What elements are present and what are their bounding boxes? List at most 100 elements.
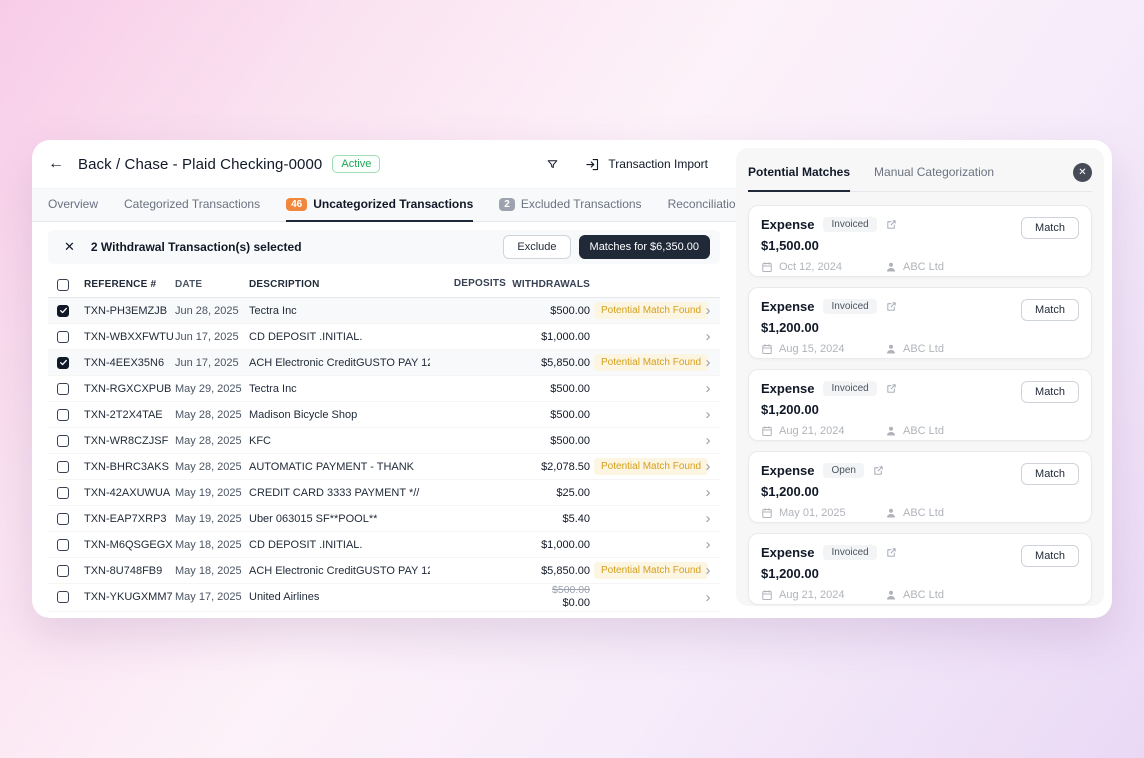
chevron-right-icon[interactable]: › [705, 328, 711, 345]
row-checkbox[interactable] [57, 460, 69, 473]
chevron-right-icon[interactable]: › [705, 380, 711, 397]
table-row[interactable]: TXN-YKUGXMM7 May 17, 2025 United Airline… [48, 584, 720, 612]
external-link-icon[interactable] [886, 301, 897, 312]
table-row[interactable]: TXN-PH3EMZJB Jun 28, 2025 Tectra Inc $50… [48, 298, 720, 324]
external-link-icon[interactable] [886, 547, 897, 558]
column-header-description: DESCRIPTION [249, 279, 320, 290]
transaction-description: KFC [249, 434, 271, 447]
transaction-date: May 18, 2025 [175, 538, 242, 551]
chevron-right-icon[interactable]: › [705, 562, 711, 579]
filter-icon[interactable] [546, 158, 559, 171]
table-row[interactable]: TXN-42AXUWUA May 19, 2025 CREDIT CARD 33… [48, 480, 720, 506]
calendar-icon [762, 426, 772, 436]
chevron-right-icon[interactable]: › [705, 536, 711, 553]
tab-label: Overview [48, 197, 99, 211]
external-link-icon[interactable] [886, 383, 897, 394]
chevron-right-icon[interactable]: › [705, 432, 711, 449]
sidebar-tab-label: Potential Matches [748, 164, 851, 179]
match-button[interactable]: Match [1021, 217, 1079, 239]
table-row[interactable]: TXN-WR8CZJSF May 28, 2025 KFC $500.00 › [48, 428, 720, 454]
match-button[interactable]: Match [1021, 299, 1079, 321]
matches-button[interactable]: Matches for $6,350.00 [578, 235, 710, 259]
tab[interactable]: 46 Uncategorized Transactions [286, 188, 474, 222]
reference-id: TXN-BHRC3AKS [84, 460, 169, 473]
row-checkbox[interactable] [57, 538, 69, 551]
row-checkbox[interactable] [57, 486, 69, 499]
chevron-right-icon[interactable]: › [705, 302, 711, 319]
table-row[interactable]: TXN-M6QSGEGX May 18, 2025 CD DEPOSIT .IN… [48, 532, 720, 558]
close-icon[interactable]: ✕ [1073, 163, 1092, 182]
chevron-right-icon[interactable]: › [705, 510, 711, 527]
row-checkbox[interactable] [57, 356, 69, 369]
match-status-badge: Open [823, 463, 864, 478]
transaction-date: May 19, 2025 [175, 486, 242, 499]
row-checkbox[interactable] [57, 408, 69, 421]
transaction-date: May 28, 2025 [175, 434, 242, 447]
person-icon [887, 590, 895, 600]
matches-sidebar: Potential Matches Manual Categorization … [736, 148, 1104, 606]
calendar-icon [762, 590, 772, 600]
row-checkbox[interactable] [57, 564, 69, 577]
withdrawal-amount: $1,000.00 [541, 538, 590, 551]
transaction-date: May 28, 2025 [175, 460, 242, 473]
tab-count-badge: 2 [499, 197, 515, 211]
external-link-icon[interactable] [873, 465, 884, 476]
tab[interactable]: Reconciliation [668, 188, 743, 222]
transaction-description: CD DEPOSIT .INITIAL. [249, 330, 363, 343]
withdrawal-amount: $2,078.50 [541, 460, 590, 473]
clear-selection-icon[interactable]: ✕ [64, 239, 75, 254]
calendar-icon [762, 508, 772, 518]
tab-label: Reconciliation [667, 197, 743, 211]
chevron-right-icon[interactable]: › [705, 588, 711, 606]
table-row[interactable]: TXN-RGXCXPUB May 29, 2025 Tectra Inc $50… [48, 376, 720, 402]
transaction-description: CD DEPOSIT .INITIAL. [249, 538, 363, 551]
person-icon [887, 508, 895, 518]
chevron-right-icon[interactable]: › [705, 458, 711, 475]
table-row[interactable]: TXN-4EEX35N6 Jun 17, 2025 ACH Electronic… [48, 350, 720, 376]
select-all-checkbox[interactable] [57, 278, 69, 291]
tab-bar: Overview Categorized Transactions 46 Unc… [32, 188, 742, 222]
table-row[interactable]: TXN-EAP7XRP3 May 19, 2025 Uber 063015 SF… [48, 506, 720, 532]
withdrawal-amount: $500.00 [550, 434, 590, 447]
match-button[interactable]: Match [1021, 463, 1079, 485]
row-checkbox[interactable] [57, 434, 69, 447]
row-checkbox[interactable] [57, 591, 69, 604]
sidebar-tab-label: Manual Categorization [874, 164, 995, 179]
back-arrow-icon[interactable]: ← [48, 155, 64, 172]
row-checkbox[interactable] [57, 304, 69, 317]
page-header: ← Back / Chase - Plaid Checking-0000 Act… [32, 140, 736, 188]
table-body: TXN-PH3EMZJB Jun 28, 2025 Tectra Inc $50… [48, 298, 720, 612]
tab-label: Categorized Transactions [124, 197, 261, 211]
chevron-right-icon[interactable]: › [705, 354, 711, 371]
match-type: Expense [761, 217, 815, 232]
row-checkbox[interactable] [57, 330, 69, 343]
match-card-list: Expense Invoiced Match $1,500.00 Oct 12,… [748, 205, 1092, 605]
tab[interactable]: Categorized Transactions [124, 188, 260, 222]
chevron-right-icon[interactable]: › [705, 406, 711, 423]
exclude-button[interactable]: Exclude [503, 235, 571, 259]
match-button[interactable]: Match [1021, 381, 1079, 403]
row-checkbox[interactable] [57, 512, 69, 525]
match-amount: $1,200.00 [761, 402, 819, 417]
external-link-icon[interactable] [886, 219, 897, 230]
column-header-deposits: DEPOSITS [453, 278, 506, 290]
transactions-panel: ← Back / Chase - Plaid Checking-0000 Act… [32, 140, 742, 618]
transaction-description: CREDIT CARD 3333 PAYMENT *// [249, 486, 420, 499]
sidebar-tab[interactable]: Manual Categorization [874, 154, 994, 192]
reference-id: TXN-WBXXFWTU [84, 330, 174, 343]
reference-id: TXN-42AXUWUA [84, 486, 171, 499]
table-row[interactable]: TXN-2T2X4TAE May 28, 2025 Madison Bicycl… [48, 402, 720, 428]
tab[interactable]: Overview [48, 188, 98, 222]
tab[interactable]: 2 Excluded Transactions [499, 188, 642, 222]
table-row[interactable]: TXN-WBXXFWTU Jun 17, 2025 CD DEPOSIT .IN… [48, 324, 720, 350]
table-row[interactable]: TXN-8U748FB9 May 18, 2025 ACH Electronic… [48, 558, 720, 584]
match-button[interactable]: Match [1021, 545, 1079, 567]
table-row[interactable]: TXN-BHRC3AKS May 28, 2025 AUTOMATIC PAYM… [48, 454, 720, 480]
potential-match-badge: Potential Match Found [594, 562, 709, 579]
transaction-date: May 18, 2025 [175, 564, 242, 577]
row-checkbox[interactable] [57, 382, 69, 395]
sidebar-tab[interactable]: Potential Matches [748, 154, 851, 192]
transaction-import-button[interactable]: Transaction Import [585, 157, 708, 172]
chevron-right-icon[interactable]: › [705, 484, 711, 501]
person-icon [887, 262, 895, 272]
